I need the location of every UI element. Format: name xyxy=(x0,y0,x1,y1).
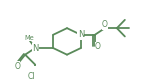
Text: O: O xyxy=(14,62,20,71)
Text: Cl: Cl xyxy=(27,72,35,80)
Text: O: O xyxy=(102,20,108,29)
Text: N: N xyxy=(32,44,38,53)
Text: N: N xyxy=(78,30,84,39)
Text: Me: Me xyxy=(24,35,34,41)
Text: O: O xyxy=(95,42,101,51)
